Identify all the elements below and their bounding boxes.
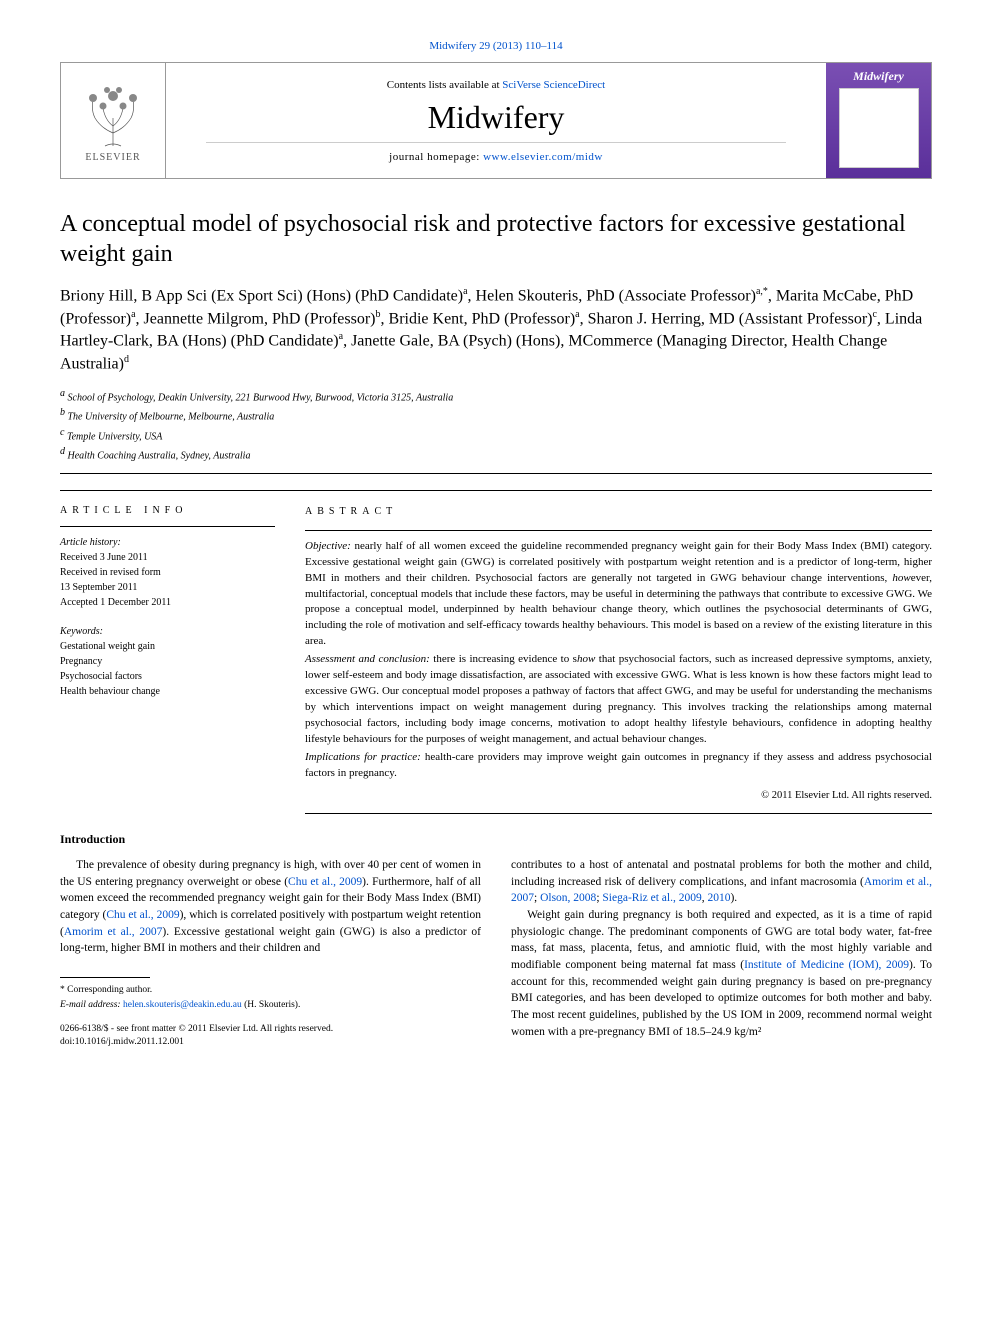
- contents-line: Contents lists available at SciVerse Sci…: [166, 79, 826, 91]
- affiliation-line: c Temple University, USA: [60, 425, 932, 444]
- abstract-paragraph: Objective: nearly half of all women exce…: [305, 539, 932, 651]
- keyword: Psychosocial factors: [60, 669, 275, 684]
- history-line: 13 September 2011: [60, 580, 275, 595]
- author-email-link[interactable]: helen.skouteris@deakin.edu.au: [123, 1000, 242, 1010]
- body-columns: The prevalence of obesity during pregnan…: [60, 857, 932, 1049]
- sciencedirect-link[interactable]: SciVerse ScienceDirect: [502, 79, 605, 91]
- cover-title: Midwifery: [853, 69, 904, 84]
- article-info-label: ARTICLE INFO: [60, 505, 275, 516]
- body-paragraph: The prevalence of obesity during pregnan…: [60, 857, 481, 957]
- abstract-column: ABSTRACT Objective: nearly half of all w…: [305, 505, 932, 814]
- elsevier-logo: ELSEVIER: [61, 63, 166, 178]
- footnotes: * Corresponding author. E-mail address: h…: [60, 984, 481, 1013]
- doi-line: doi:10.1016/j.midw.2011.12.001: [60, 1036, 481, 1049]
- affiliation-line: a School of Psychology, Deakin Universit…: [60, 386, 932, 405]
- doi-block: 0266-6138/$ - see front matter © 2011 El…: [60, 1023, 481, 1050]
- abstract-copyright: © 2011 Elsevier Ltd. All rights reserved…: [305, 788, 932, 803]
- email-line: E-mail address: helen.skouteris@deakin.e…: [60, 999, 481, 1012]
- cover-thumb-box: [839, 88, 919, 168]
- journal-header: ELSEVIER Contents lists available at Sci…: [60, 62, 932, 179]
- running-head-pages: 110–114: [525, 40, 563, 52]
- info-abstract-row: ARTICLE INFO Article history: Received 3…: [60, 490, 932, 814]
- abstract-paragraph: Implications for practice: health-care p…: [305, 750, 932, 782]
- journal-cover-thumb: Midwifery: [826, 63, 931, 178]
- homepage-prefix: journal homepage:: [389, 151, 483, 163]
- body-paragraph: Weight gain during pregnancy is both req…: [511, 907, 932, 1040]
- header-center: Contents lists available at SciVerse Sci…: [166, 69, 826, 173]
- elsevier-tree-icon: [83, 78, 143, 148]
- history-line: Received 3 June 2011: [60, 550, 275, 565]
- footnote-rule: [60, 977, 150, 978]
- running-head: Midwifery 29 (2013) 110–114: [60, 40, 932, 52]
- affiliation-line: d Health Coaching Australia, Sydney, Aus…: [60, 444, 932, 463]
- contents-prefix: Contents lists available at: [387, 79, 502, 91]
- info-rule: [60, 526, 275, 527]
- divider: [60, 473, 932, 474]
- history-header: Article history:: [60, 535, 275, 550]
- history-line: Accepted 1 December 2011: [60, 595, 275, 610]
- keywords-block: Keywords: Gestational weight gainPregnan…: [60, 624, 275, 699]
- body-paragraph: contributes to a host of antenatal and p…: [511, 857, 932, 907]
- keyword: Pregnancy: [60, 654, 275, 669]
- running-head-journal: Midwifery: [429, 40, 476, 52]
- article-info-column: ARTICLE INFO Article history: Received 3…: [60, 505, 275, 814]
- keywords-header: Keywords:: [60, 624, 275, 639]
- abs-bottom-rule: [305, 813, 932, 814]
- running-head-link[interactable]: Midwifery 29 (2013) 110–114: [429, 40, 562, 52]
- introduction-heading: Introduction: [60, 832, 932, 847]
- corresponding-author-note: * Corresponding author.: [60, 984, 481, 997]
- abstract-paragraph: Assessment and conclusion: there is incr…: [305, 652, 932, 748]
- abstract-label: ABSTRACT: [305, 505, 932, 520]
- article-title: A conceptual model of psychosocial risk …: [60, 209, 932, 269]
- history-line: Received in revised form: [60, 565, 275, 580]
- abs-rule: [305, 530, 932, 531]
- affiliation-line: b The University of Melbourne, Melbourne…: [60, 405, 932, 424]
- author-list: Briony Hill, B App Sci (Ex Sport Sci) (H…: [60, 285, 932, 376]
- homepage-line: journal homepage: www.elsevier.com/midw: [206, 142, 786, 163]
- keyword: Gestational weight gain: [60, 639, 275, 654]
- keyword: Health behaviour change: [60, 684, 275, 699]
- body-section: Introduction The prevalence of obesity d…: [60, 832, 932, 1049]
- issn-line: 0266-6138/$ - see front matter © 2011 El…: [60, 1023, 481, 1036]
- article-history: Article history: Received 3 June 2011Rec…: [60, 535, 275, 610]
- elsevier-name: ELSEVIER: [85, 152, 140, 163]
- homepage-link[interactable]: www.elsevier.com/midw: [483, 151, 603, 163]
- running-head-volissue: 29 (2013): [479, 40, 522, 52]
- affiliations: a School of Psychology, Deakin Universit…: [60, 386, 932, 463]
- journal-name: Midwifery: [166, 99, 826, 136]
